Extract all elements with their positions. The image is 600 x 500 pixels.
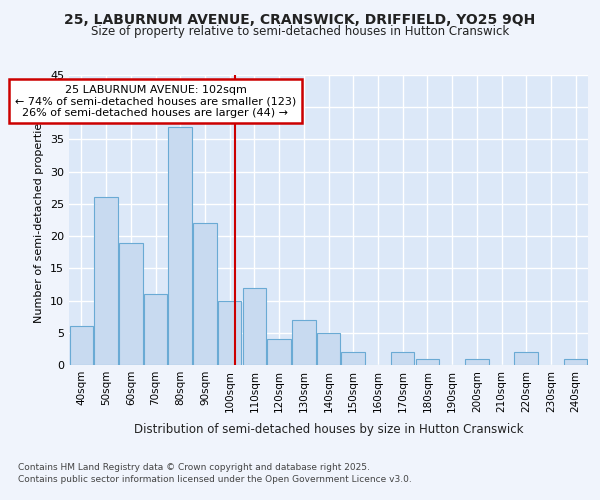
Bar: [341, 352, 365, 365]
Bar: [242, 288, 266, 365]
Bar: [94, 198, 118, 365]
Bar: [416, 358, 439, 365]
Bar: [193, 223, 217, 365]
Text: Distribution of semi-detached houses by size in Hutton Cranswick: Distribution of semi-detached houses by …: [134, 422, 524, 436]
Text: Contains HM Land Registry data © Crown copyright and database right 2025.: Contains HM Land Registry data © Crown c…: [18, 462, 370, 471]
Bar: [564, 358, 587, 365]
Text: Contains public sector information licensed under the Open Government Licence v3: Contains public sector information licen…: [18, 475, 412, 484]
Bar: [70, 326, 93, 365]
Text: 25, LABURNUM AVENUE, CRANSWICK, DRIFFIELD, YO25 9QH: 25, LABURNUM AVENUE, CRANSWICK, DRIFFIEL…: [64, 12, 536, 26]
Bar: [268, 339, 291, 365]
Bar: [144, 294, 167, 365]
Bar: [391, 352, 415, 365]
Bar: [218, 300, 241, 365]
Bar: [317, 333, 340, 365]
Y-axis label: Number of semi-detached properties: Number of semi-detached properties: [34, 117, 44, 323]
Bar: [119, 242, 143, 365]
Bar: [169, 126, 192, 365]
Bar: [465, 358, 488, 365]
Text: Size of property relative to semi-detached houses in Hutton Cranswick: Size of property relative to semi-detach…: [91, 25, 509, 38]
Bar: [292, 320, 316, 365]
Bar: [514, 352, 538, 365]
Text: 25 LABURNUM AVENUE: 102sqm
← 74% of semi-detached houses are smaller (123)
26% o: 25 LABURNUM AVENUE: 102sqm ← 74% of semi…: [15, 84, 296, 118]
